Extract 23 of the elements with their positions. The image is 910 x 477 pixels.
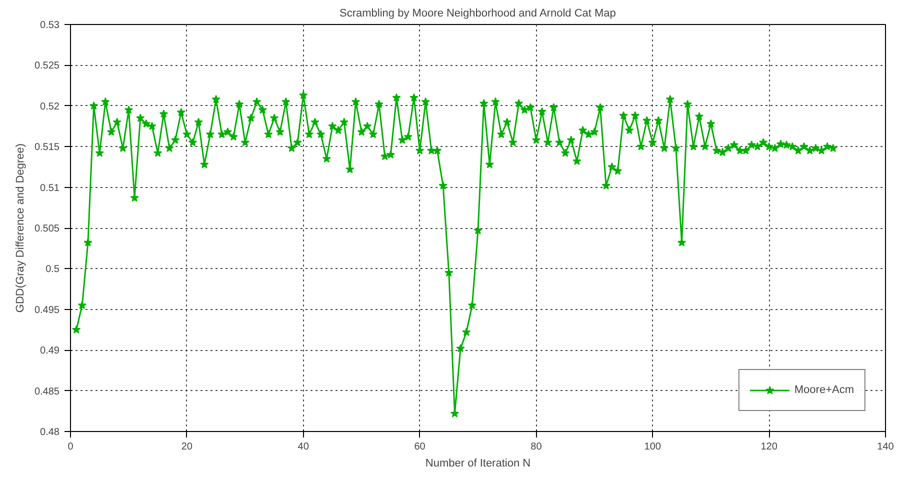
y-tick-label: 0.53: [40, 20, 60, 31]
chart-title: Scrambling by Moore Neighborhood and Arnold Cat Map: [340, 8, 616, 20]
y-axis-title: GDD(Gray Difference and Degree): [14, 143, 26, 313]
y-tick-label: 0.51: [40, 182, 60, 194]
y-tick-label: 0.515: [34, 142, 60, 154]
x-tick-label: 0: [68, 442, 74, 452]
y-tick-label: 0.52: [40, 101, 60, 112]
y-tick-label: 0.495: [34, 304, 60, 316]
x-tick-label: 20: [181, 442, 193, 452]
y-tick-label: 0.5: [46, 264, 60, 276]
x-tick-label: 80: [530, 442, 542, 452]
x-tick-label: 60: [414, 442, 426, 452]
y-tick-label: 0.485: [34, 386, 60, 398]
y-tick-label: 0.505: [34, 224, 60, 234]
x-tick-label: 40: [298, 442, 310, 452]
x-tick-label: 140: [877, 442, 894, 452]
y-tick-label: 0.49: [40, 346, 60, 357]
legend-label: Moore+Acm: [794, 384, 854, 396]
x-axis-title: Number of Iteration N: [425, 458, 531, 470]
x-tick-label: 100: [644, 442, 662, 452]
x-tick-label: 120: [760, 442, 778, 452]
y-tick-label: 0.48: [40, 427, 60, 438]
y-tick-label: 0.525: [34, 60, 60, 72]
